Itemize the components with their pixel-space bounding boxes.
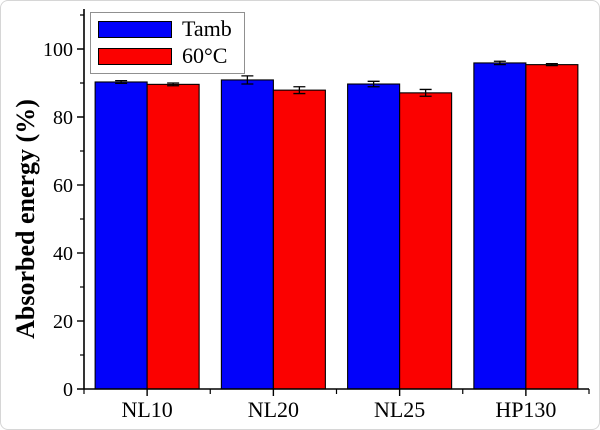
y-tick-label-0: 0 bbox=[63, 379, 73, 401]
bar-nl25-60c bbox=[399, 92, 453, 390]
x-tick-label-nl20: NL20 bbox=[248, 397, 299, 422]
legend-swatch-60c bbox=[98, 47, 172, 65]
y-tick-label-40: 40 bbox=[53, 243, 73, 265]
bar-hp130-tamb bbox=[473, 62, 527, 390]
y-tick-label-20: 20 bbox=[53, 311, 73, 333]
bars-group bbox=[94, 62, 579, 390]
bar-nl25-tamb bbox=[347, 83, 401, 390]
bar-hp130-60c bbox=[525, 64, 579, 390]
bar-nl20-60c bbox=[272, 89, 326, 390]
x-tick-label-hp130: HP130 bbox=[495, 397, 556, 422]
legend-swatch-tamb bbox=[98, 20, 172, 38]
bar-nl10-60c bbox=[146, 83, 200, 390]
y-axis-title: Absorbed energy (%) bbox=[11, 99, 40, 339]
x-tick-label-nl25: NL25 bbox=[374, 397, 425, 422]
y-tick-labels-group: 0 20 40 60 80 100 bbox=[43, 39, 73, 401]
y-ticks-group bbox=[77, 14, 84, 390]
error-bars-group bbox=[115, 60, 558, 97]
legend-label-60c: 60°C bbox=[182, 43, 228, 68]
legend-item-60c: 60°C bbox=[98, 45, 232, 67]
legend-label-tamb: Tamb bbox=[182, 16, 232, 41]
x-ticks-group bbox=[83, 389, 590, 396]
x-tick-label-nl10: NL10 bbox=[121, 397, 172, 422]
chart-legend: Tamb 60°C bbox=[90, 12, 245, 74]
y-tick-label-80: 80 bbox=[53, 107, 73, 129]
y-tick-label-100: 100 bbox=[43, 39, 73, 61]
legend-item-tamb: Tamb bbox=[98, 18, 232, 40]
x-tick-labels-group: NL10 NL20 NL25 HP130 bbox=[121, 397, 556, 422]
y-tick-label-60: 60 bbox=[53, 175, 73, 197]
bar-nl10-tamb bbox=[94, 81, 148, 390]
bar-nl20-tamb bbox=[220, 79, 274, 390]
